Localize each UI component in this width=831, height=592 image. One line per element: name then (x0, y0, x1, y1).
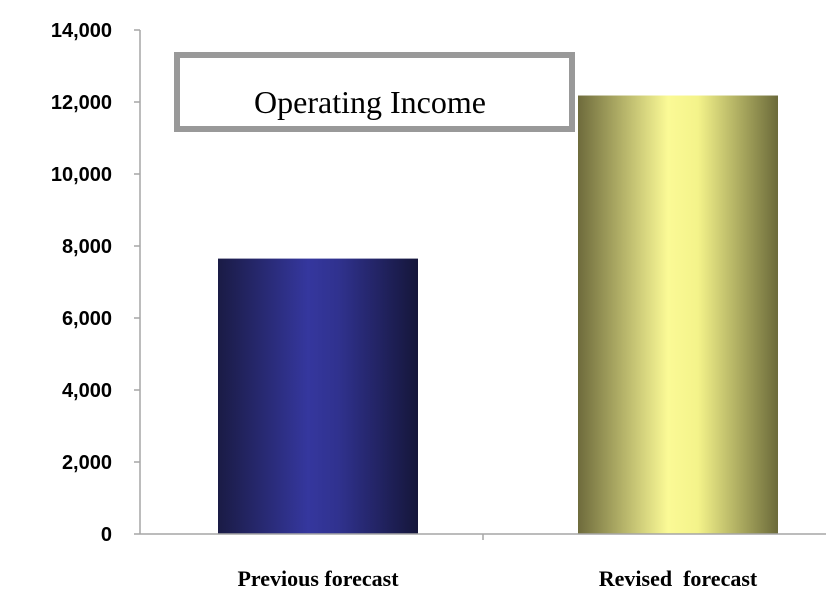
y-axis-ticks: 0 2,000 4,000 6,000 8,000 10,000 12,000 14,000 (51, 20, 140, 546)
y-tick-label: 2,000 (62, 452, 112, 474)
bar-revised-forecast (578, 95, 778, 535)
chart-title-box: Operating Income (174, 52, 575, 132)
axes-group (139, 30, 826, 540)
y-tick-label: 8,000 (62, 236, 112, 258)
bar-previous-forecast (218, 258, 418, 534)
chart-title-frame (174, 52, 575, 132)
y-tick-label: 10,000 (51, 164, 112, 186)
y-tick-label: 4,000 (62, 380, 112, 402)
y-tick-label: 6,000 (62, 308, 112, 330)
x-axis-labels: Previous forecast Revised forecast (237, 566, 757, 591)
y-tick-label: 12,000 (51, 92, 112, 114)
x-category-label: Previous forecast (237, 566, 399, 591)
x-category-label: Revised forecast (599, 566, 758, 591)
y-tick-label: 0 (101, 524, 112, 546)
bars-group (218, 95, 778, 535)
chart-title: Operating Income (254, 84, 486, 120)
y-tick-label: 14,000 (51, 20, 112, 42)
